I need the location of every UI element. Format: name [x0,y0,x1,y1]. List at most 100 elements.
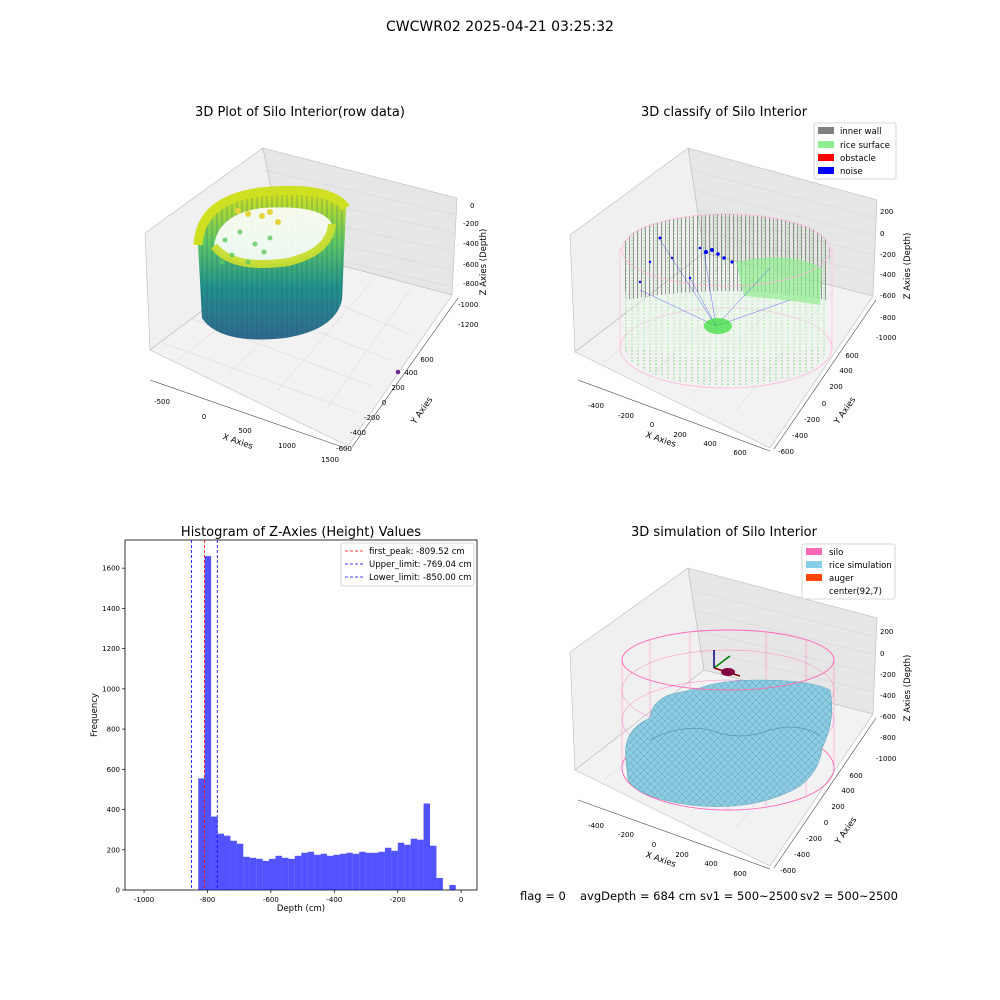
simulation-ztick: -200 [880,671,896,679]
histogram-bar [346,852,353,890]
simulation-ytick: 400 [841,787,854,795]
simulation-ztick: 200 [880,628,893,636]
histogram-bar [449,884,456,890]
histogram-bar [352,853,360,890]
raw-ytick: -600 [336,445,352,453]
histogram-xtick-label: -200 [390,896,406,904]
raw-zlabel: Z Axies (Depth) [479,229,489,296]
histogram-bar [384,847,392,890]
figure-suptitle: CWCWR02 2025-04-21 03:25:32 [386,19,614,35]
raw-ytick: -200 [364,414,380,422]
simulation-ytick: -600 [780,867,796,875]
histogram-bar [436,877,443,890]
simulation-xtick: 400 [704,860,717,868]
histogram-bar [288,858,295,890]
histogram-bar [230,840,237,890]
histogram-bar [417,839,424,890]
histogram-ytick-label: 400 [107,806,120,814]
histogram-bar [391,850,398,890]
raw-z-axis: 0 -200 -400 -600 -800 -1000 -1200 Z Axie… [458,202,489,329]
legend-swatch-auger [806,574,822,581]
legend-swatch-rice-surface [818,141,834,148]
histogram-ytick-label: 200 [107,846,120,854]
histogram-bar [307,851,315,890]
histogram-bar [404,844,411,890]
raw-ztick: -1200 [458,321,478,329]
histogram-bar [198,778,205,890]
simulation-silo-and-rice [621,629,835,811]
rice-simulation-surface [625,679,833,807]
histogram-bar [269,858,276,890]
histogram-xlabel: Depth (cm) [277,904,325,914]
classify-ztick: -1000 [876,334,896,342]
simulation-xtick: -200 [618,831,634,839]
simulation-ylabel: Y Axies [833,815,860,847]
classify-ytick: 200 [829,383,842,391]
histogram-ytick-label: 0 [116,887,120,895]
legend-label: rice simulation [829,561,892,571]
histogram-ytick-label: 1400 [102,605,120,613]
classify-z-axis: 200 0 -200 -400 -600 -800 -1000 Z Axies … [876,208,913,342]
classify-point-cloud [619,213,833,389]
info-bar: flag = 0 avgDepth = 684 cm sv1 = 500~250… [520,889,898,903]
histogram-bar [365,852,373,890]
raw-point-cloud [193,185,401,375]
histogram-legend-label: Lower_limit: -850.00 cm [369,573,471,583]
histogram-bar [320,853,328,890]
avg-depth-text: avgDepth = 684 cm [580,889,696,903]
histogram-bar [378,851,385,890]
simulation-legend: silo rice simulation auger center(92,7) [801,543,896,600]
histogram-bar [224,835,231,890]
histogram-legend: first_peak: -809.52 cm Upper_limit: -769.… [340,542,475,587]
histogram-bar [262,860,270,890]
classify-3d-panel: 3D classify of Silo Interior [569,105,913,457]
histogram-xtick-label: -400 [326,896,342,904]
histogram-bar [236,843,244,890]
histogram-bar [281,857,289,890]
raw-ytick: 200 [391,384,404,392]
classify-xtick: 600 [733,449,746,457]
simulation-ytick: -400 [794,851,810,859]
classify-ylabel: Y Axies [832,395,859,427]
histogram-bar [275,855,282,890]
simulation-zlabel: Z Axies (Depth) [903,655,913,722]
raw-outlier-point [395,369,401,375]
classify-xtick: -200 [618,412,634,420]
simulation-xtick: 200 [675,851,688,859]
simulation-xtick: 600 [733,870,746,878]
histogram-title: Histogram of Z-Axies (Height) Values [181,525,421,540]
histogram-xtick-label: -1000 [134,896,154,904]
raw-ytick: 400 [404,369,417,377]
histogram-bars [198,556,456,890]
sv2-text: sv2 = 500~2500 [800,889,898,903]
histogram-panel: Histogram of Z-Axies (Height) Values -10… [90,525,478,914]
histogram-bar [410,838,418,890]
raw-ztick: -1000 [458,301,478,309]
raw-ytick: 0 [382,399,386,407]
histogram-bar [339,853,347,890]
simulation-z-axis: 200 0 -200 -400 -600 -800 -1000 Z Axies … [876,628,913,763]
histogram-bar [423,803,431,890]
classify-ztick: -600 [880,292,896,300]
histogram-ytick-label: 1000 [102,685,120,693]
histogram-bar [249,857,257,890]
classify-xtick: -400 [588,402,604,410]
raw-panel-title: 3D Plot of Silo Interior(row data) [195,105,405,120]
legend-label: noise [840,167,863,177]
raw-xtick: 1500 [321,456,339,464]
raw-xtick: 1000 [278,442,296,450]
legend-swatch-silo [806,548,822,555]
classify-ztick: 0 [880,230,884,238]
histogram-bar [359,851,366,890]
simulation-ytick: 600 [849,772,862,780]
histogram-bar [301,852,308,890]
classify-ztick: -400 [880,271,896,279]
classify-ytick: 600 [845,352,858,360]
histogram-reference-lines [191,540,218,890]
histogram-y-ticks: 0 200 400 600 800 1000 1200 1400 1600 [102,565,125,895]
histogram-ytick-label: 800 [107,726,120,734]
raw-xtick: 0 [202,413,206,421]
classify-ytick: 400 [839,367,852,375]
classify-ytick: -200 [804,416,820,424]
